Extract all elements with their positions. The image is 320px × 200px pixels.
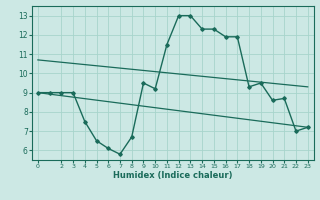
X-axis label: Humidex (Indice chaleur): Humidex (Indice chaleur) [113,171,233,180]
